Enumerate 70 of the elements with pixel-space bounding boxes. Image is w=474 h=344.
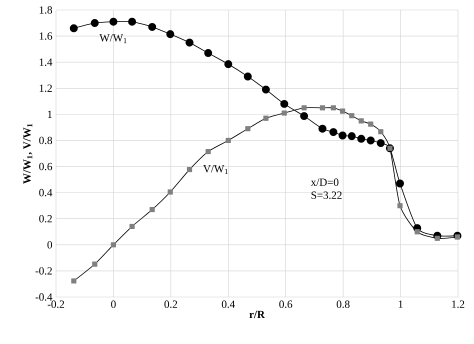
- x-tick-label: 0.6: [279, 300, 292, 308]
- point: [109, 18, 118, 26]
- point: [166, 30, 174, 38]
- point: [206, 148, 211, 154]
- point: [396, 180, 404, 188]
- x-tick-label: 0.8: [336, 300, 350, 308]
- x-tick-label: 0: [111, 300, 116, 308]
- point: [300, 112, 308, 120]
- y-tick-label: -0.2: [36, 267, 52, 275]
- point: [340, 108, 346, 114]
- point: [186, 166, 192, 172]
- point: [263, 116, 268, 121]
- series-label: V/W$_{1}$: [203, 165, 228, 174]
- point: [329, 128, 338, 136]
- point: [204, 49, 212, 58]
- x-tick-label: 0.2: [164, 300, 178, 308]
- point: [348, 132, 356, 140]
- point: [130, 224, 135, 230]
- x-axis-title: r/R: [249, 310, 265, 318]
- x-tick-label: 1.2: [452, 300, 464, 308]
- point: [320, 105, 326, 110]
- y-axis-title: W/W$_{1}$, V/W$_{1}$: [23, 124, 32, 184]
- point: [280, 100, 288, 108]
- y-tick-label: 1: [48, 110, 52, 118]
- point: [150, 207, 155, 212]
- y-tick-label: 1.2: [40, 84, 52, 92]
- point: [92, 262, 98, 267]
- point: [282, 110, 287, 116]
- y-tick-label: 0.6: [39, 162, 52, 170]
- point: [244, 72, 252, 81]
- point: [330, 105, 336, 110]
- y-tick-label: 0.4: [39, 188, 52, 196]
- y-tick-label: 0.2: [39, 215, 52, 222]
- point: [414, 229, 420, 234]
- point: [378, 129, 384, 134]
- point: [349, 113, 354, 118]
- point: [90, 19, 99, 28]
- point: [168, 189, 173, 195]
- point: [358, 118, 364, 124]
- point: [302, 105, 307, 110]
- point: [186, 38, 194, 47]
- y-tick-label: 1.4: [40, 58, 52, 66]
- x-tick-label: 0.4: [222, 300, 235, 308]
- point: [110, 242, 116, 248]
- point: [71, 278, 76, 284]
- y-tick-label: 1.6: [40, 32, 52, 40]
- point: [368, 122, 374, 127]
- series-label: W/W$_{1}$: [99, 34, 127, 44]
- point: [128, 18, 136, 26]
- point: [434, 236, 440, 241]
- point: [357, 134, 366, 143]
- y-tick-label: 0: [47, 241, 52, 249]
- point: [366, 136, 375, 144]
- point: [397, 203, 403, 208]
- point: [70, 24, 78, 32]
- annotation: S=3.22: [312, 192, 342, 199]
- x-tick-label: 1: [398, 300, 403, 308]
- point: [245, 126, 250, 132]
- y-tick-label: -0.4: [36, 293, 52, 301]
- point: [148, 22, 156, 31]
- point: [338, 132, 347, 140]
- y-tick-label: 1.8: [40, 6, 52, 14]
- annotation: x/D=0: [310, 178, 338, 186]
- y-tick-label: 0.8: [39, 136, 52, 144]
- point: [318, 124, 326, 133]
- point: [224, 60, 232, 68]
- point: [262, 86, 270, 94]
- point: [226, 138, 231, 144]
- point: [454, 234, 460, 240]
- point: [376, 139, 385, 148]
